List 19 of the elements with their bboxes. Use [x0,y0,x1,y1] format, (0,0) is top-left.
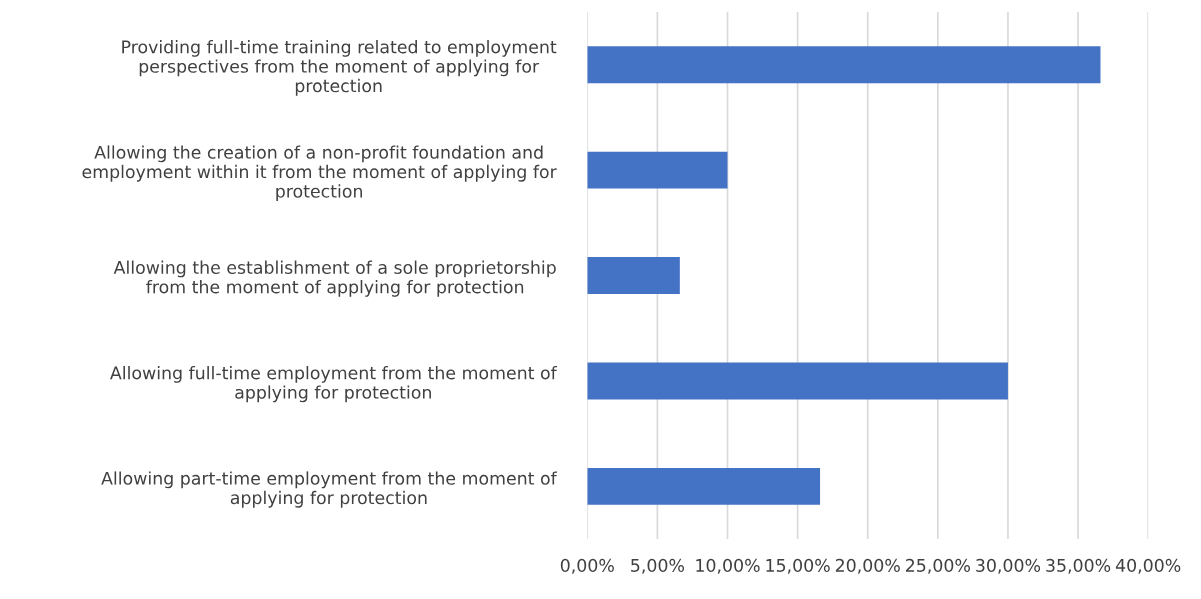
x-tick-label: 30,00% [976,558,1041,574]
x-tick-label: 0,00% [560,558,614,574]
bar [587,46,1101,84]
y-tick-label: Allowing the establishment of a sole proprietorship from the moment of applying for protection [113,260,556,297]
y-tick-label: Allowing part-time employment from the moment of applying for protection [101,471,558,508]
bar [587,362,1008,400]
y-tick-label: Allowing the creation of a non-profit foundation and employment within it from the moment of applying for protection [82,145,557,202]
x-tick-label: 20,00% [835,558,900,574]
bar [587,151,728,189]
bar [587,257,680,294]
x-tick-label: 15,00% [766,558,830,574]
y-tick-label: Providing full-time training related to employment perspectives from the moment of applying for protection [122,39,557,96]
x-tick-label: 40,00% [1115,558,1181,574]
x-tick-label: 5,00% [631,558,685,574]
x-tick-label: 10,00% [696,558,760,574]
y-tick-label: Allowing full-time employment from the moment of applying for protection [110,365,558,403]
x-tick-label: 25,00% [906,558,970,574]
x-tick-label: 35,00% [1046,558,1111,574]
bar [587,467,821,505]
